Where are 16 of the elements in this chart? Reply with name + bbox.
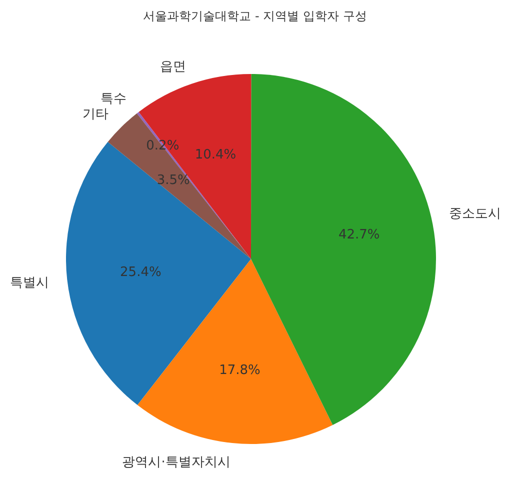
data-label: 0.2% — [146, 138, 180, 154]
data-label: 10.4% — [194, 147, 236, 162]
data-label: 25.4% — [120, 264, 162, 280]
data-label: 17.8% — [219, 362, 260, 378]
pie-slice — [136, 112, 251, 259]
slice-label: 기타 — [82, 107, 109, 122]
chart-title: 서울과학기술대학교 - 지역별 입학자 구성 — [143, 9, 367, 23]
slice-label: 중소도시 — [449, 206, 502, 222]
slice-label: 광역시·특별자치시 — [122, 455, 230, 470]
slice-label: 특수 — [100, 92, 126, 107]
data-label: 3.5% — [156, 173, 190, 188]
slice-label: 읍면 — [160, 60, 186, 75]
slice-label: 특별시 — [10, 275, 49, 290]
data-label: 42.7% — [338, 227, 380, 242]
pie-slice — [108, 113, 251, 259]
pie-slice — [138, 74, 252, 259]
